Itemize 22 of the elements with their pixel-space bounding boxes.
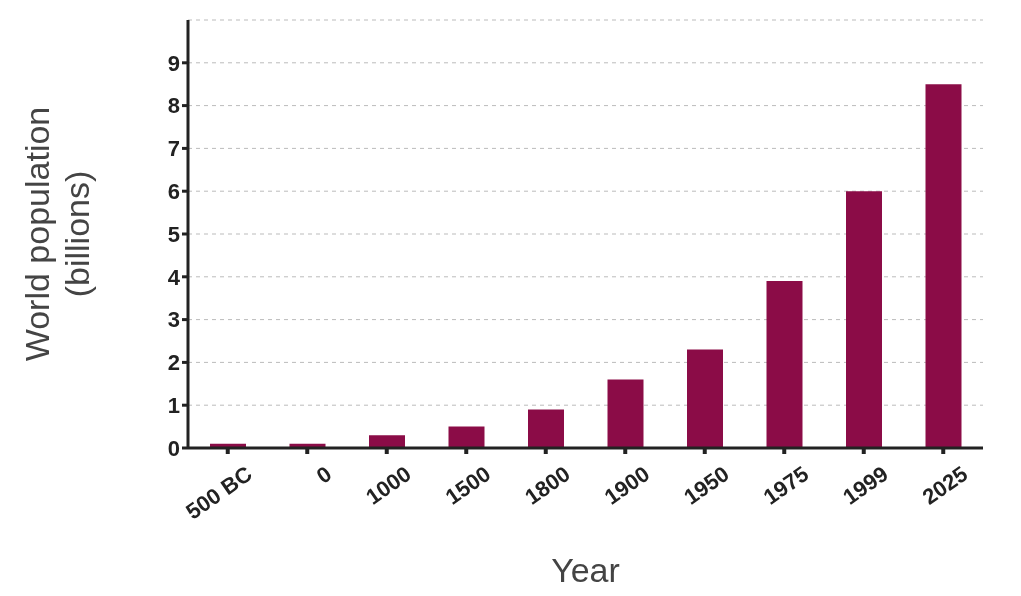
bar bbox=[846, 191, 882, 448]
bar bbox=[925, 84, 962, 448]
bar bbox=[607, 379, 644, 448]
bar bbox=[687, 349, 723, 448]
bar bbox=[766, 281, 803, 448]
y-tick-label: 2 bbox=[167, 350, 180, 376]
y-tick-label: 8 bbox=[167, 93, 180, 119]
y-tick-label: 3 bbox=[167, 307, 180, 333]
y-tick-label: 7 bbox=[167, 136, 180, 162]
y-tick-label: 5 bbox=[167, 221, 180, 247]
y-tick-label: 0 bbox=[167, 435, 180, 461]
bar bbox=[528, 409, 564, 448]
y-axis-title: World population (billions) bbox=[18, 106, 96, 362]
bar bbox=[369, 435, 405, 448]
x-tick-label: 500 BC bbox=[181, 461, 257, 525]
y-tick-label: 9 bbox=[167, 50, 180, 76]
y-tick-label: 4 bbox=[167, 264, 181, 290]
x-axis-title: Year bbox=[551, 551, 620, 589]
y-tick-label: 1 bbox=[167, 393, 180, 419]
y-tick-label: 6 bbox=[167, 179, 180, 205]
bar bbox=[448, 426, 485, 448]
x-tick-label: 0 bbox=[311, 461, 337, 489]
